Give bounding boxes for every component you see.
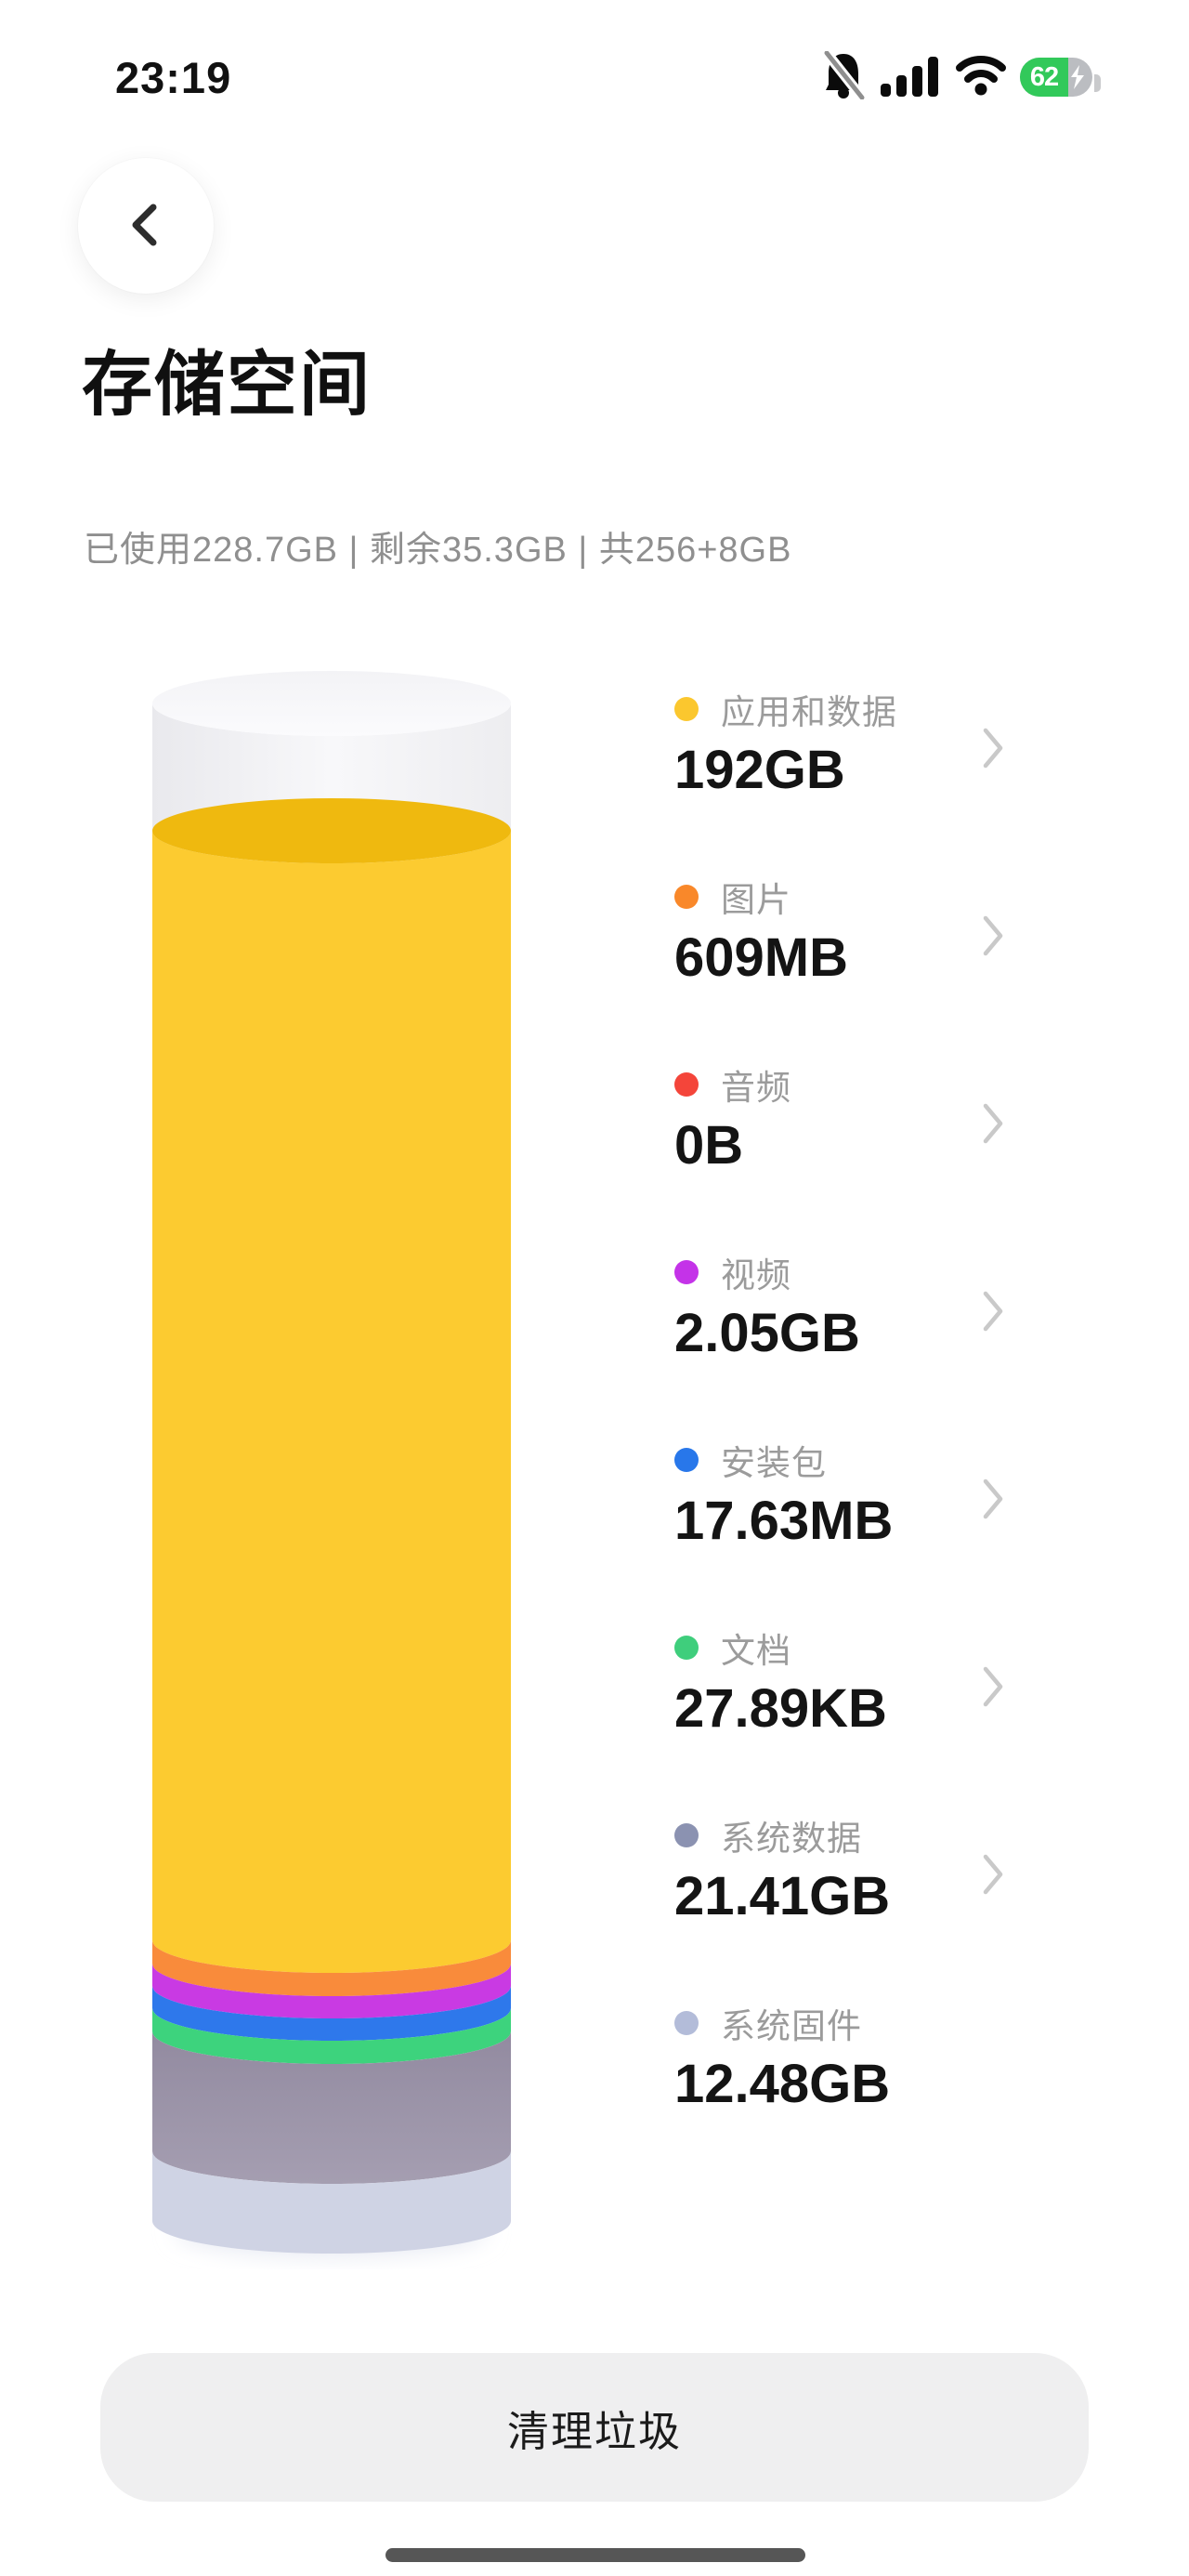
chevron-right-icon [981, 1289, 1005, 1338]
wifi-icon [956, 55, 1006, 100]
storage-item-packages[interactable]: 安装包 17.63MB [674, 1438, 1111, 1555]
segment-system-firmware [152, 2151, 511, 2254]
legend-label: 系统数据 [721, 1820, 862, 1858]
storage-item-video[interactable]: 视频 2.05GB [674, 1250, 1111, 1367]
legend-value: 0B [674, 1115, 744, 1176]
legend-label: 图片 [721, 881, 791, 919]
legend-value: 192GB [674, 740, 845, 800]
chevron-right-icon [981, 726, 1005, 775]
legend-label: 安装包 [721, 1444, 827, 1482]
documents-dot [674, 1636, 699, 1660]
storage-item-audio[interactable]: 音频 0B [674, 1062, 1111, 1179]
legend-value: 2.05GB [674, 1303, 860, 1363]
storage-item-images[interactable]: 图片 609MB [674, 874, 1111, 992]
audio-dot [674, 1072, 699, 1097]
segment-apps-data [152, 831, 511, 1973]
apps-data-dot [674, 697, 699, 721]
storage-item-documents[interactable]: 文档 27.89KB [674, 1625, 1111, 1742]
system-data-dot [674, 1823, 699, 1847]
segment-system-data [152, 2031, 511, 2184]
segment-apps-surface [152, 798, 511, 863]
legend-label: 视频 [721, 1256, 791, 1295]
legend-label: 系统固件 [721, 2007, 862, 2045]
battery-percent: 62 [1029, 61, 1059, 92]
images-dot [674, 885, 699, 909]
battery-level: 62 [1020, 58, 1068, 97]
segment-packages [152, 1986, 511, 2041]
battery-charging-icon: 62 [1020, 58, 1101, 97]
legend-label: 应用和数据 [721, 693, 897, 731]
chevron-right-icon [981, 1477, 1005, 1526]
video-dot [674, 1260, 699, 1284]
home-indicator[interactable] [385, 2548, 805, 2562]
legend-label: 音频 [721, 1069, 791, 1107]
storage-cylinder-chart [152, 671, 511, 2256]
legend-value: 12.48GB [674, 2054, 891, 2114]
chevron-right-icon [981, 913, 1005, 963]
chevron-right-icon [981, 1101, 1005, 1150]
mute-bell-icon [820, 49, 867, 104]
status-bar: 23:19 [0, 0, 1189, 112]
lightning-bolt-icon [1071, 65, 1084, 89]
legend-label: 文档 [721, 1632, 791, 1670]
segment-free-top [152, 671, 511, 736]
chevron-right-icon [981, 1852, 1005, 1901]
storage-item-system-firmware: 系统固件 12.48GB [674, 2001, 1111, 2118]
back-button[interactable] [78, 158, 214, 294]
clock: 23:19 [115, 53, 232, 102]
segment-images [152, 1940, 511, 1996]
storage-item-system-data[interactable]: 系统数据 21.41GB [674, 1813, 1111, 1930]
system-firmware-dot [674, 2011, 699, 2035]
legend-value: 17.63MB [674, 1491, 894, 1551]
chevron-right-icon [981, 1664, 1005, 1714]
legend-value: 21.41GB [674, 1866, 891, 1926]
segment-documents [152, 2008, 511, 2064]
packages-dot [674, 1448, 699, 1472]
page-title: 存储空间 [82, 346, 372, 425]
storage-summary: 已使用228.7GB | 剩余35.3GB | 共256+8GB [84, 531, 792, 570]
signal-icon [881, 54, 942, 101]
chevron-left-icon [122, 198, 170, 255]
status-icons: 62 [820, 49, 1101, 101]
storage-item-apps-data[interactable]: 应用和数据 192GB [674, 687, 1111, 804]
battery-nub [1094, 73, 1101, 92]
legend-value: 609MB [674, 927, 848, 988]
legend-value: 27.89KB [674, 1678, 887, 1739]
clean-trash-button[interactable]: 清理垃圾 [100, 2353, 1089, 2502]
segment-video [152, 1964, 511, 2018]
